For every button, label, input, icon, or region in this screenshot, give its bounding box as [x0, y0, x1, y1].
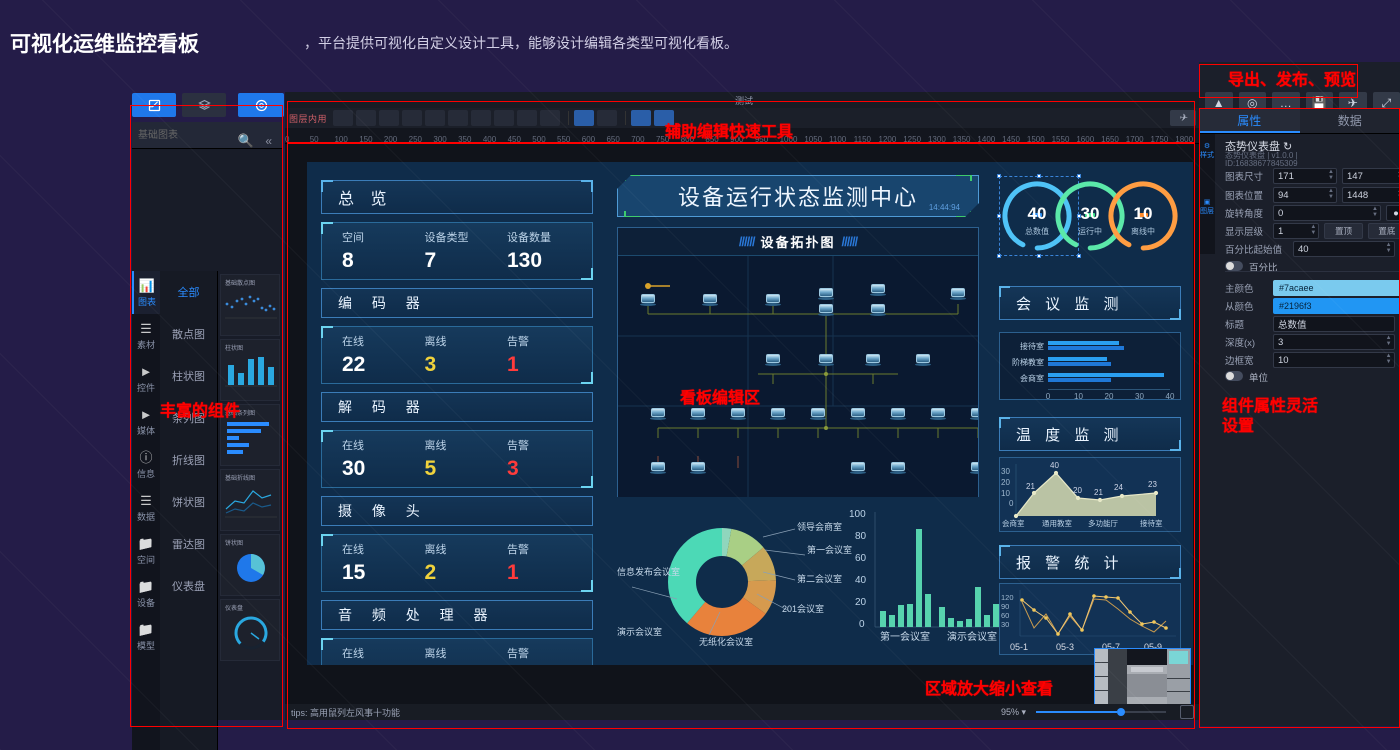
svg-text:23: 23	[1148, 480, 1157, 489]
svg-text:05-1: 05-1	[1010, 642, 1028, 652]
svg-text:24: 24	[1114, 483, 1123, 492]
svg-text:通用教室: 通用教室	[1042, 518, 1072, 528]
svg-text:20: 20	[1001, 478, 1010, 487]
svg-text:演示会议室: 演示会议室	[947, 630, 997, 643]
svg-text:20: 20	[855, 597, 867, 608]
svg-text:10: 10	[1001, 489, 1010, 498]
svg-text:0: 0	[1009, 499, 1014, 508]
svg-text:20: 20	[1073, 486, 1082, 495]
svg-text:第一会议室: 第一会议室	[880, 630, 930, 643]
svg-text:多功能厅: 多功能厅	[1088, 518, 1118, 528]
svg-text:40: 40	[855, 575, 867, 586]
svg-text:21: 21	[1094, 488, 1103, 497]
svg-text:会商室: 会商室	[1002, 518, 1025, 528]
svg-text:接待室: 接待室	[1140, 518, 1163, 528]
svg-text:0: 0	[859, 619, 865, 630]
svg-text:21: 21	[1026, 482, 1035, 491]
svg-text:40: 40	[1050, 461, 1059, 470]
svg-text:60: 60	[855, 553, 867, 564]
svg-text:120: 120	[1001, 593, 1014, 602]
svg-text:100: 100	[849, 509, 866, 520]
svg-text:30: 30	[1001, 620, 1009, 629]
svg-text:60: 60	[1001, 611, 1009, 620]
svg-text:80: 80	[855, 531, 867, 542]
svg-text:90: 90	[1001, 602, 1009, 611]
svg-text:30: 30	[1001, 467, 1010, 476]
svg-text:05-3: 05-3	[1056, 642, 1074, 652]
